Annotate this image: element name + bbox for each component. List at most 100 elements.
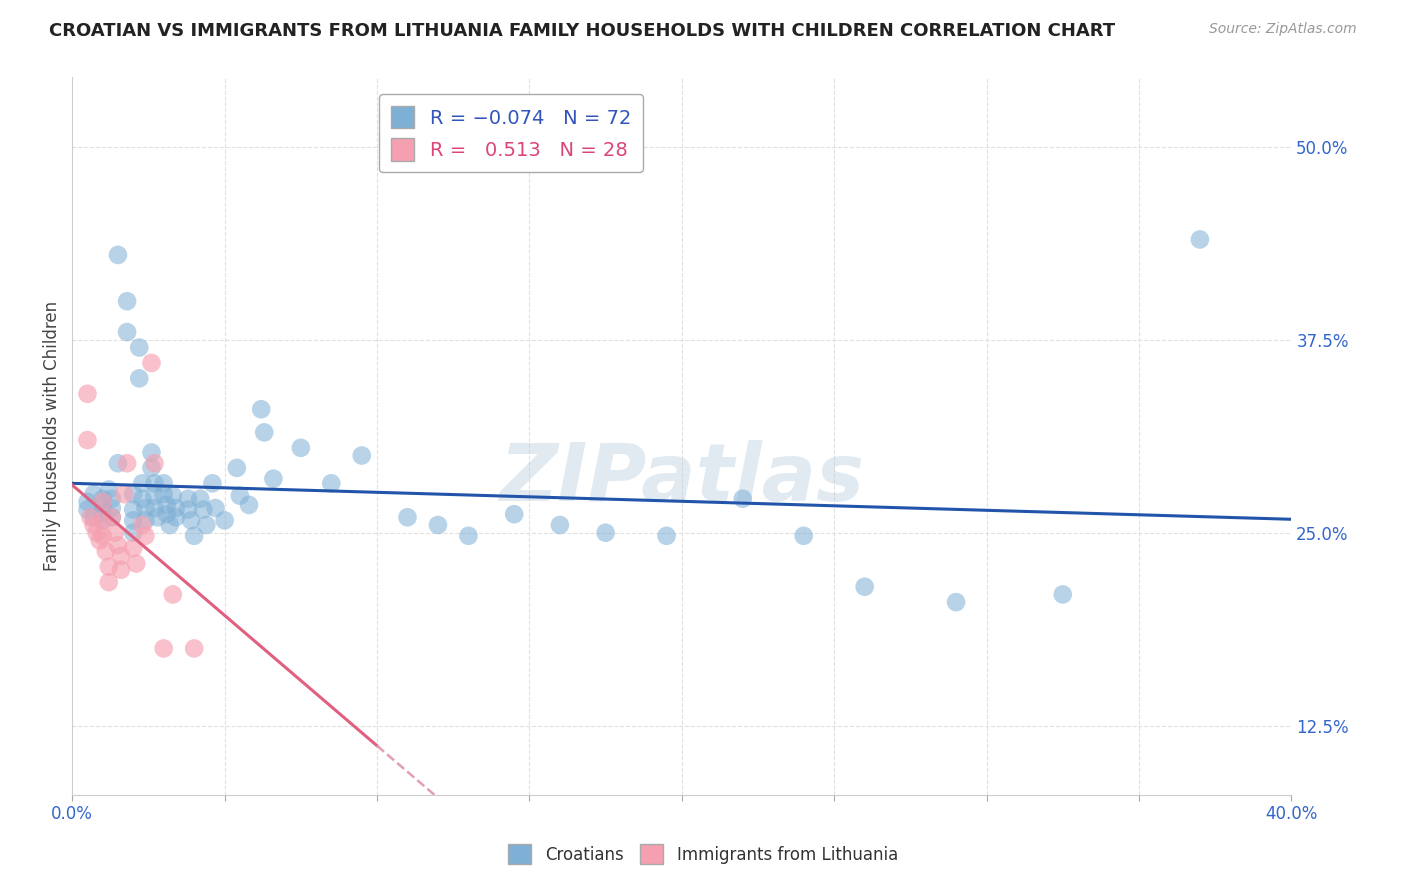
Point (83, 510, 105, 524)
Point (97, 559, 120, 574)
Point (165, 501, 187, 516)
Point (290, 441, 312, 455)
Point (945, 595, 967, 609)
Point (503, 507, 526, 521)
Point (131, 491, 153, 506)
Point (457, 529, 479, 543)
Point (112, 487, 135, 501)
Point (156, 507, 179, 521)
Point (143, 489, 166, 503)
Point (115, 325, 138, 339)
Point (152, 476, 174, 491)
Point (655, 529, 678, 543)
Point (853, 580, 876, 594)
Point (143, 456, 166, 470)
Point (107, 538, 129, 552)
Point (141, 445, 163, 459)
Point (253, 425, 276, 440)
Point (83, 518, 105, 533)
Point (396, 510, 419, 524)
Point (225, 461, 247, 475)
Point (156, 498, 179, 512)
Point (122, 513, 145, 527)
Point (107, 248, 129, 262)
Point (107, 456, 129, 470)
Point (91, 529, 114, 543)
Point (134, 529, 156, 543)
Point (162, 489, 184, 503)
Point (94, 544, 117, 558)
Point (91, 513, 114, 527)
Text: ZIPatlas: ZIPatlas (499, 441, 865, 518)
Point (97, 575, 120, 590)
Point (188, 491, 211, 506)
Y-axis label: Family Households with Children: Family Households with Children (44, 301, 60, 571)
Point (238, 498, 260, 512)
Point (731, 491, 754, 506)
Point (91, 495, 114, 509)
Text: Source: ZipAtlas.com: Source: ZipAtlas.com (1209, 22, 1357, 37)
Point (134, 513, 156, 527)
Point (321, 476, 343, 491)
Legend: R = −0.074   N = 72, R =   0.513   N = 28: R = −0.074 N = 72, R = 0.513 N = 28 (380, 95, 643, 172)
Point (162, 587, 184, 601)
Legend: Croatians, Immigrants from Lithuania: Croatians, Immigrants from Lithuania (502, 838, 904, 871)
Point (122, 502, 145, 516)
Point (101, 501, 124, 516)
Point (101, 491, 124, 506)
Point (141, 356, 163, 370)
Point (115, 456, 138, 470)
Point (76, 495, 98, 509)
Point (204, 501, 226, 516)
Point (143, 476, 166, 491)
Point (183, 641, 205, 656)
Point (193, 502, 215, 516)
Point (122, 487, 145, 501)
Point (152, 641, 174, 656)
Point (110, 563, 132, 577)
Point (89, 533, 111, 548)
Point (143, 501, 166, 516)
Point (183, 529, 205, 543)
Point (177, 491, 200, 506)
Point (76, 502, 98, 516)
Point (426, 518, 449, 533)
Text: CROATIAN VS IMMIGRANTS FROM LITHUANIA FAMILY HOUSEHOLDS WITH CHILDREN CORRELATIO: CROATIAN VS IMMIGRANTS FROM LITHUANIA FA… (49, 22, 1115, 40)
Point (101, 510, 124, 524)
Point (79, 510, 101, 524)
Point (548, 518, 571, 533)
Point (159, 518, 181, 533)
Point (131, 518, 153, 533)
Point (128, 341, 150, 355)
Point (104, 525, 127, 540)
Point (83, 487, 105, 501)
Point (229, 489, 252, 503)
Point (86, 525, 108, 540)
Point (91, 506, 114, 520)
Point (262, 472, 284, 486)
Point (250, 402, 273, 417)
Point (115, 294, 138, 309)
Point (76, 433, 98, 447)
Point (131, 476, 153, 491)
Point (97, 483, 120, 497)
Point (201, 476, 224, 491)
Point (125, 557, 148, 571)
Point (141, 461, 163, 475)
Point (180, 513, 202, 527)
Point (165, 510, 187, 524)
Point (1052, 587, 1074, 601)
Point (177, 502, 200, 516)
Point (91, 513, 114, 527)
Point (122, 525, 145, 540)
Point (793, 529, 815, 543)
Point (146, 510, 169, 524)
Point (91, 498, 114, 512)
Point (101, 510, 124, 524)
Point (110, 549, 132, 563)
Point (91, 491, 114, 506)
Point (195, 518, 218, 533)
Point (134, 501, 156, 516)
Point (1188, 232, 1211, 246)
Point (152, 487, 174, 501)
